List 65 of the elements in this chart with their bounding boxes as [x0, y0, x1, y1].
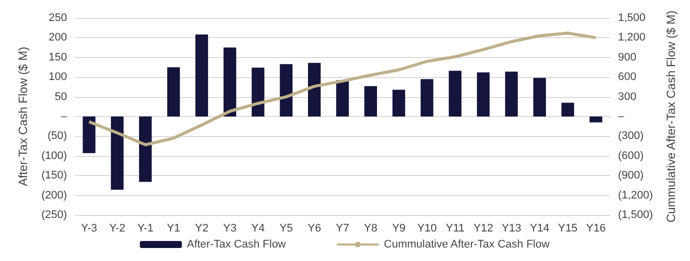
x-tick-label: Y4 [251, 222, 265, 234]
y2-tick-label: 1,200 [618, 32, 646, 44]
y-tick-label: 150 [48, 51, 67, 64]
y2-tick-label: 600 [618, 71, 636, 84]
y-tick-label: 50 [54, 90, 67, 103]
line-series [88, 32, 598, 146]
bar [139, 116, 152, 182]
y2-tick-label: – [618, 110, 625, 122]
bar [364, 86, 377, 116]
bar [110, 116, 124, 190]
y2-tick-label: 900 [618, 51, 636, 64]
x-tick-label: Y2 [194, 222, 208, 234]
y-tick-label: (250) [41, 209, 67, 221]
x-tick-label: Y-3 [81, 222, 98, 234]
bar [476, 72, 490, 116]
y-axis-title: After-Tax Cash Flow ($ M) [16, 46, 30, 186]
bar [224, 48, 236, 116]
bar [195, 34, 208, 116]
y-tick-label: 100 [48, 71, 67, 84]
x-tick-label: Y11 [446, 222, 465, 234]
x-tick-label: Y-2 [109, 222, 126, 234]
bar [252, 68, 264, 116]
bar [590, 116, 602, 122]
y-tick-label: (200) [41, 189, 67, 202]
x-tick-label: Y10 [417, 222, 437, 234]
y2-tick-label: (1,200) [618, 189, 653, 202]
y-tick-label: 250 [48, 12, 67, 24]
x-tick-label: Y9 [392, 222, 406, 234]
bar [561, 102, 574, 116]
x-tick-label: Y16 [586, 222, 606, 234]
x-tick-label: Y5 [279, 222, 293, 234]
bar [167, 67, 180, 116]
x-tick-label: Y8 [364, 222, 378, 234]
y-tick-label: (50) [47, 130, 67, 142]
bar [392, 90, 406, 116]
y-tick-label: 200 [48, 32, 67, 44]
y2-tick-label: (300) [618, 130, 644, 142]
legend-label: After-Tax Cash Flow [186, 238, 286, 250]
y2-axis-title: Cummulative After-Tax Cash Flow ($ M) [664, 10, 678, 223]
x-tick-label: Y6 [308, 222, 322, 234]
bar [280, 64, 293, 116]
y2-tick-label: 300 [618, 90, 636, 103]
x-tick-label: Y3 [223, 222, 237, 234]
bar [505, 72, 518, 116]
y2-tick-label: (1,500) [618, 209, 653, 221]
x-tick-label: Y13 [502, 222, 522, 234]
bar [448, 70, 462, 116]
y-tick-label: (100) [41, 150, 67, 162]
bar [533, 78, 546, 116]
y2-tick-label: 1,500 [618, 12, 646, 24]
bar [336, 80, 349, 116]
x-tick-label: Y7 [336, 222, 350, 234]
bar [420, 79, 434, 116]
y-tick-label: – [60, 110, 68, 122]
x-tick-label: Y1 [166, 222, 180, 234]
bar [82, 116, 96, 154]
y2-tick-label: (600) [618, 150, 644, 162]
legend-label: Cummulative After-Tax Cash Flow [384, 238, 550, 250]
y2-tick-label: (900) [618, 170, 644, 182]
x-tick-label: Y12 [474, 222, 494, 234]
x-tick-label: Y-1 [137, 222, 154, 234]
x-tick-label: Y14 [530, 222, 550, 234]
y-tick-label: (150) [41, 170, 67, 182]
bar [308, 62, 321, 116]
x-tick-label: Y15 [558, 222, 578, 234]
